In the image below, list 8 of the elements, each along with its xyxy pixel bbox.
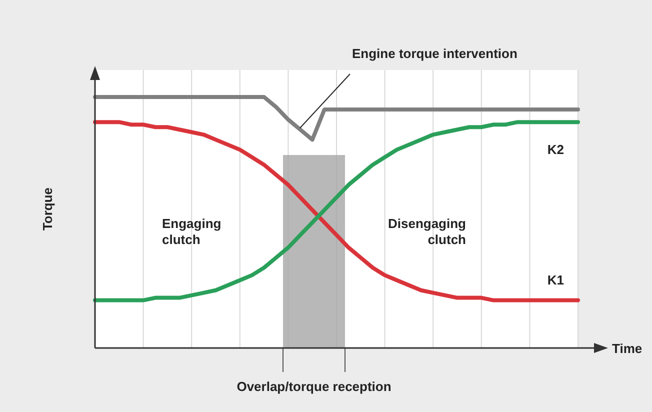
series-label: K1 — [547, 272, 564, 288]
x-axis-title: Time — [612, 341, 642, 356]
annotation: Engaging clutch — [162, 216, 222, 247]
y-axis-title: Torque — [40, 187, 55, 231]
annotation: Disengaging clutch — [388, 216, 466, 247]
text: Engine torque intervention — [352, 46, 518, 61]
series-label: K2 — [547, 142, 564, 158]
text: Overlap/torque reception — [236, 379, 392, 394]
